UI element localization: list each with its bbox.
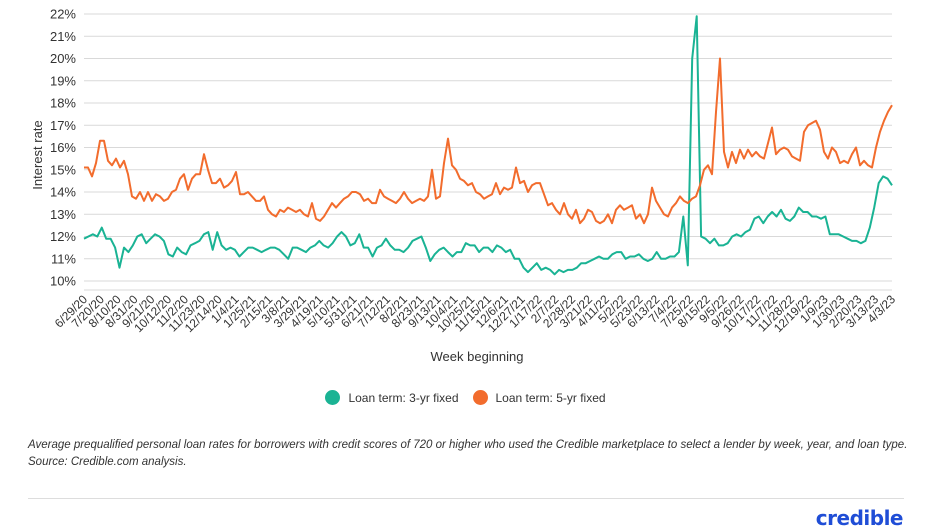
- y-tick-label: 15%: [50, 162, 76, 177]
- legend-swatch-3yr: [325, 390, 341, 405]
- legend-item-5yr[interactable]: Loan term: 5-yr fixed: [472, 390, 606, 405]
- y-tick-label: 18%: [50, 96, 76, 111]
- legend-label-3yr: Loan term: 3-yr fixed: [348, 390, 459, 405]
- y-tick-label: 13%: [50, 207, 76, 222]
- footer-divider: [28, 498, 904, 499]
- chart-series: [83, 15, 893, 276]
- legend-label-5yr: Loan term: 5-yr fixed: [495, 390, 606, 405]
- y-tick-label: 14%: [50, 185, 76, 200]
- chart-legend: Loan term: 3-yr fixed Loan term: 5-yr fi…: [0, 390, 931, 405]
- y-tick-label: 10%: [50, 274, 76, 289]
- x-axis-ticks: 6/29/207/20/208/10/208/31/209/21/2010/12…: [52, 292, 898, 335]
- legend-swatch-5yr: [472, 390, 488, 405]
- line-chart: 22%21%20%19%18%17%16%15%14%13%12%11%10% …: [30, 7, 898, 365]
- chart-caption: Average prequalified personal loan rates…: [28, 439, 908, 468]
- legend-item-3yr[interactable]: Loan term: 3-yr fixed: [325, 390, 459, 405]
- y-axis-ticks: 22% 21% 20% 19% 18% 17% 16% 15% 14% 13% 12% 11% 10%: [50, 7, 76, 289]
- x-axis-title: Week beginning: [431, 349, 524, 364]
- y-tick-label: 16%: [50, 140, 76, 155]
- credible-logo: credible: [815, 506, 904, 530]
- y-tick-label: 20%: [50, 51, 76, 66]
- series-line-5yr: [84, 57, 893, 225]
- series-line-3yr: [83, 15, 893, 276]
- y-axis-title: Interest rate: [30, 120, 45, 189]
- y-tick-label: 21%: [50, 29, 76, 44]
- y-tick-label: 11%: [51, 251, 76, 266]
- y-tick-label: 12%: [50, 229, 76, 244]
- y-tick-label: 17%: [50, 118, 76, 133]
- y-tick-label: 22%: [50, 7, 76, 22]
- y-tick-label: 19%: [50, 73, 76, 88]
